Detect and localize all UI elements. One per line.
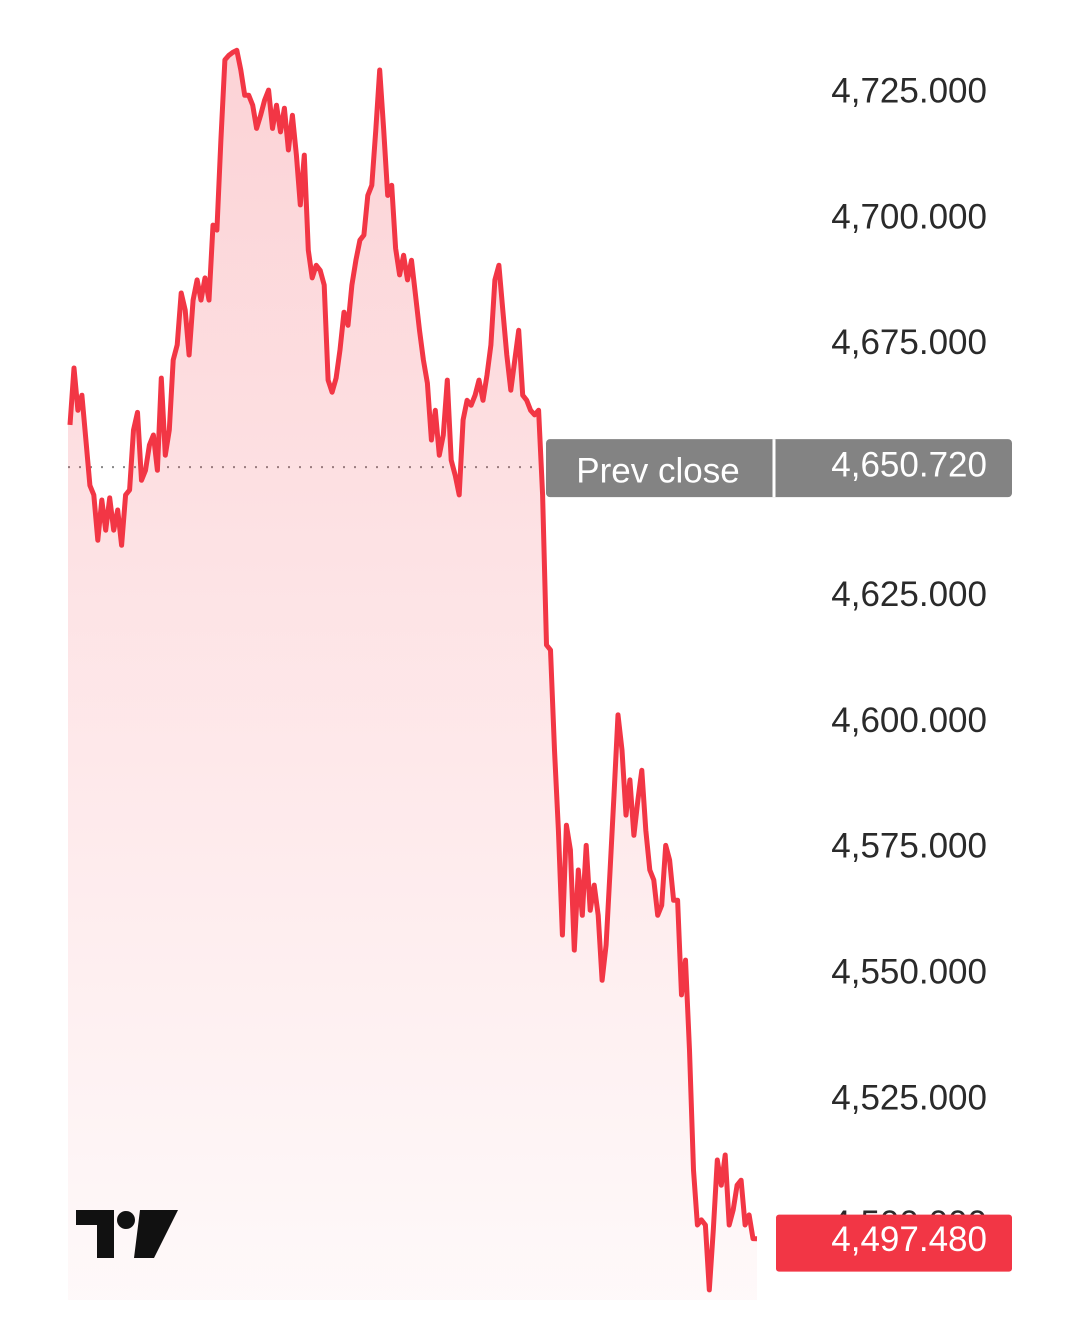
y-tick-label: 4,575.000 xyxy=(831,827,987,866)
logo xyxy=(76,1210,178,1258)
plot-area xyxy=(67,47,758,1300)
prev-close-price: 4,650.720 xyxy=(831,445,987,484)
y-tick-label: 4,525.000 xyxy=(831,1078,987,1117)
prev-close-name: Prev close xyxy=(576,451,739,490)
badges: Prev close 4,650.720 4,497.480 xyxy=(546,439,1012,1272)
price-line xyxy=(67,47,758,1293)
y-tick-label: 4,725.000 xyxy=(831,71,987,110)
last-price-badge xyxy=(776,1214,1012,1272)
y-tick-label: 4,675.000 xyxy=(831,323,987,362)
y-tick-label: 4,550.000 xyxy=(831,952,987,991)
y-tick-label: 4,600.000 xyxy=(831,701,987,740)
price-axis: 4,500.0004,525.0004,550.0004,575.0004,60… xyxy=(831,71,987,1243)
y-tick-label: 4,625.000 xyxy=(831,575,987,614)
y-tick-label: 4,700.000 xyxy=(831,197,987,236)
last-price-label: 4,497.480 xyxy=(831,1220,987,1259)
area-fill xyxy=(68,50,757,1300)
prev-close-badge xyxy=(546,439,1012,498)
